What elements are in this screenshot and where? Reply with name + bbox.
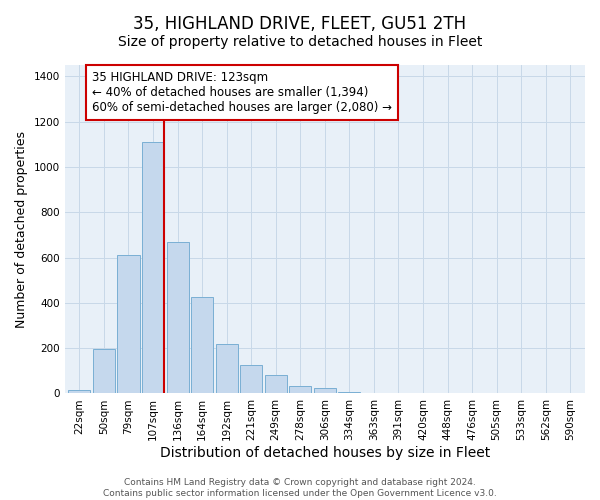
Bar bbox=[167, 242, 188, 394]
Text: Contains HM Land Registry data © Crown copyright and database right 2024.
Contai: Contains HM Land Registry data © Crown c… bbox=[103, 478, 497, 498]
Bar bbox=[240, 365, 262, 394]
Bar bbox=[338, 392, 361, 394]
Bar bbox=[191, 297, 213, 394]
Bar bbox=[142, 142, 164, 394]
Text: Size of property relative to detached houses in Fleet: Size of property relative to detached ho… bbox=[118, 35, 482, 49]
Bar bbox=[118, 256, 140, 394]
Bar bbox=[93, 350, 115, 394]
Bar bbox=[215, 344, 238, 394]
Bar bbox=[314, 388, 336, 394]
Bar bbox=[68, 390, 91, 394]
Text: 35, HIGHLAND DRIVE, FLEET, GU51 2TH: 35, HIGHLAND DRIVE, FLEET, GU51 2TH bbox=[133, 15, 467, 33]
Bar bbox=[265, 376, 287, 394]
Y-axis label: Number of detached properties: Number of detached properties bbox=[15, 130, 28, 328]
Bar bbox=[289, 386, 311, 394]
X-axis label: Distribution of detached houses by size in Fleet: Distribution of detached houses by size … bbox=[160, 446, 490, 460]
Text: 35 HIGHLAND DRIVE: 123sqm
← 40% of detached houses are smaller (1,394)
60% of se: 35 HIGHLAND DRIVE: 123sqm ← 40% of detac… bbox=[92, 70, 392, 114]
